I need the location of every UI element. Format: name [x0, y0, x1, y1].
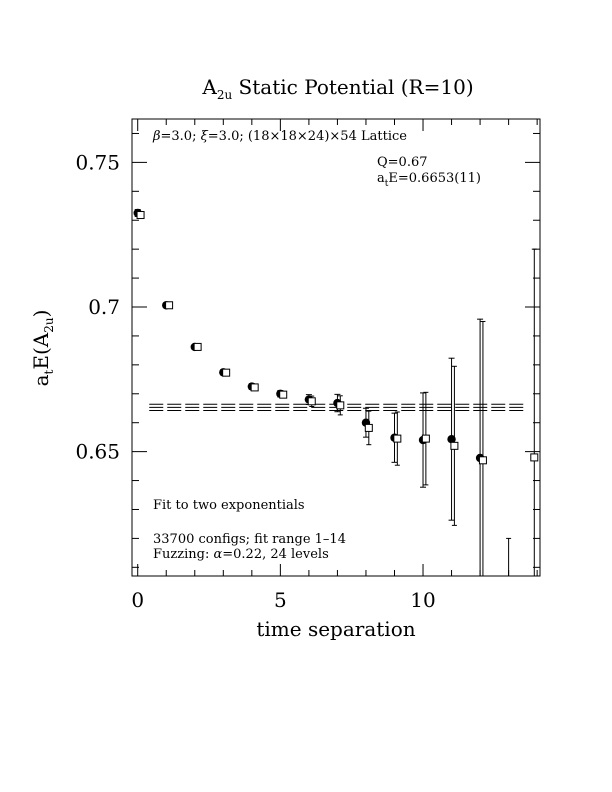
- y-label-e: E(A: [29, 332, 53, 369]
- x-tick-label: 10: [410, 588, 435, 612]
- fuzzing-annotation: Fuzzing: α=0.22, 24 levels: [153, 547, 329, 562]
- x-axis-label: time separation: [256, 617, 415, 641]
- chart-title-sub: 2u: [217, 88, 233, 102]
- y-label-close: ): [29, 310, 53, 318]
- tick-labels: 0 5 10 0.65 0.7 0.75: [75, 150, 435, 612]
- data-point-square: [421, 434, 430, 443]
- data-point-square: [478, 456, 487, 465]
- y-axis-label: atE(A2u): [29, 310, 56, 387]
- chart-title-main: A: [201, 75, 217, 99]
- lattice-xi-text: =3.0; (18×18×24)×54 Lattice: [208, 129, 407, 144]
- x-tick-label: 0: [131, 588, 144, 612]
- fuzzing-prefix: Fuzzing:: [153, 547, 213, 562]
- data-point-square: [393, 434, 402, 443]
- data-point-square: [222, 368, 231, 377]
- y-label-t: t: [42, 369, 56, 374]
- x-tick-label: 5: [274, 588, 287, 612]
- data-point-circle: [447, 434, 456, 444]
- data-point-square: [136, 211, 145, 220]
- lattice-beta-symbol: β: [152, 129, 161, 144]
- data-point-square: [336, 401, 345, 410]
- y-label-sub: 2u: [42, 317, 56, 333]
- data-point-square: [307, 397, 316, 406]
- data-point-square: [250, 383, 259, 392]
- lattice-xi-symbol: ξ: [201, 129, 209, 144]
- energy-a: a: [377, 171, 385, 186]
- y-tick-label: 0.65: [75, 440, 120, 464]
- data-point-square: [193, 342, 202, 351]
- fit-label: Fit to two exponentials: [153, 498, 305, 513]
- y-label-a: a: [29, 374, 53, 386]
- data-point-square: [279, 390, 288, 399]
- chart-title-rest: Static Potential (R=10): [232, 75, 473, 99]
- configs-annotation: 33700 configs; fit range 1–14: [153, 532, 346, 547]
- y-tick-label: 0.75: [75, 150, 120, 174]
- q-annotation: Q=0.67: [377, 155, 428, 170]
- data-point-square: [165, 301, 174, 310]
- chart-title: A2u Static Potential (R=10): [201, 75, 473, 102]
- data-point-square: [530, 453, 539, 462]
- lattice-annotation: β=3.0; ξ=3.0; (18×18×24)×54 Lattice: [152, 129, 407, 144]
- lattice-beta-text: =3.0;: [161, 129, 201, 144]
- data-markers: [133, 208, 539, 465]
- energy-text: E=0.6653(11): [388, 171, 481, 186]
- data-point-square: [450, 441, 459, 450]
- energy-annotation: atE=0.6653(11): [377, 171, 481, 189]
- fuzzing-rest: =0.22, 24 levels: [222, 547, 329, 562]
- y-tick-label: 0.7: [88, 295, 120, 319]
- error-bars: [134, 209, 537, 576]
- energy-t: t: [385, 179, 389, 189]
- fuzzing-alpha: α: [213, 547, 222, 562]
- plot-frame: [131, 118, 541, 577]
- data-point-square: [364, 423, 373, 432]
- axis-ticks: [132, 119, 540, 576]
